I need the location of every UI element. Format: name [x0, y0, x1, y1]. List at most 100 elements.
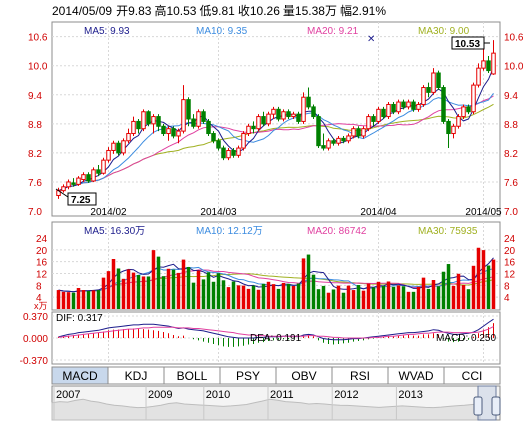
macd-tick-label: -0.370 — [20, 356, 49, 367]
candle-body — [71, 182, 76, 185]
navigator-year-label: 2010 — [206, 389, 230, 401]
volume-bar — [361, 290, 366, 309]
volume-tick-label: 24 — [504, 234, 516, 245]
tab-cci[interactable]: CCI — [443, 366, 501, 385]
macd-lines — [58, 318, 494, 341]
candle-body — [111, 142, 116, 151]
price-tick-label-left: 10.0 — [28, 62, 48, 73]
volume-bar — [281, 282, 286, 309]
navigator-year-label: 2007 — [56, 389, 80, 401]
macd-legend-macd: MACD: 0.250 — [436, 333, 496, 344]
volume-bar — [266, 281, 271, 309]
vol-legend-ma5: MA5: 16.30万 — [84, 226, 145, 237]
volume-bar — [261, 283, 266, 309]
volume-bar — [321, 285, 326, 309]
candle-body — [406, 101, 411, 108]
navigator-area — [51, 398, 481, 421]
volume-bar — [151, 250, 156, 309]
macd-legend-dea: DEA: 0.191 — [250, 333, 302, 344]
volume-bar — [451, 285, 456, 309]
header-low: 9.81 — [212, 4, 236, 18]
candle-body — [66, 181, 71, 188]
range-navigator[interactable]: 2007 2009 2010 2011 2012 2013 — [51, 385, 501, 421]
candle-body — [416, 103, 421, 110]
volume-bar — [326, 292, 331, 309]
legend-ma20: MA20: 9.21 — [307, 26, 359, 37]
candle-body — [396, 101, 401, 113]
volume-bar — [191, 282, 196, 309]
volume-ma20-line — [58, 269, 494, 293]
tab-wvad[interactable]: WVAD — [387, 366, 445, 385]
legend-ma30: MA30: 9.00 — [418, 26, 470, 37]
candle-body — [261, 116, 266, 125]
vol-legend-ma20: MA20: 86742 — [307, 226, 367, 237]
volume-bar — [66, 292, 71, 309]
volume-bar — [356, 285, 361, 309]
volume-bar — [71, 292, 76, 309]
candle-body — [306, 96, 311, 108]
candle-body — [181, 99, 186, 132]
tab-rsi[interactable]: RSI — [331, 366, 389, 385]
volume-bar — [196, 270, 201, 309]
volume-bar — [76, 287, 81, 309]
volume-bar — [426, 288, 431, 309]
tab-background[interactable] — [443, 366, 501, 385]
candle-body — [471, 84, 476, 113]
volume-legend: MA5: 16.30万 MA10: 12.12万 MA20: 86742 MA3… — [84, 226, 478, 237]
navigator-left-handle-icon — [473, 396, 483, 416]
tab-obv[interactable]: OBV — [275, 366, 333, 385]
volume-bar — [421, 277, 426, 309]
candle-body — [381, 108, 386, 118]
tab-boll[interactable]: BOLL — [163, 366, 221, 385]
navigator-year-label: 2012 — [334, 389, 358, 401]
volume-tick-label: 4 — [504, 293, 510, 304]
low-annotation: 7.25 — [55, 188, 97, 206]
tab-kdj[interactable]: KDJ — [107, 366, 165, 385]
volume-bar — [286, 283, 291, 309]
volume-bar — [106, 271, 111, 309]
price-tick-label: 10.0 — [504, 62, 524, 73]
tab-label: CCI — [462, 369, 483, 383]
price-tick-label: 8.8 — [504, 120, 518, 131]
price-candles — [56, 40, 496, 199]
candle-body — [476, 67, 481, 86]
indicator-tabs: MACD KDJ BOLL PSY OBV RSI WVAD CCI — [51, 366, 501, 385]
candle-body — [331, 140, 336, 144]
volume-bar — [291, 285, 296, 309]
tab-macd[interactable]: MACD — [51, 366, 109, 385]
volume-tick-label: 12 — [504, 270, 516, 281]
candle-body — [401, 101, 406, 108]
header-high-label: 高 — [154, 3, 166, 18]
high-annotation-label: 10.53 — [455, 39, 480, 50]
volume-bar — [146, 276, 151, 309]
volume-bar — [466, 289, 471, 309]
candle-body — [156, 116, 161, 127]
candle-body — [456, 116, 461, 127]
volume-bar — [116, 268, 121, 309]
tab-label: PSY — [236, 369, 260, 383]
volume-unit: x万 — [34, 301, 48, 311]
candle-body — [491, 52, 496, 75]
candle-body — [296, 113, 301, 122]
candle-body — [356, 128, 361, 137]
candle-body — [346, 135, 351, 142]
price-x-tick-label: 2014/05 — [465, 207, 502, 218]
candle-body — [121, 140, 126, 154]
macd-axis: 0.370 0.000 -0.370 — [20, 312, 49, 367]
tab-label: BOLL — [177, 369, 208, 383]
volume-bars — [56, 247, 496, 309]
candle-body — [216, 140, 221, 149]
candle-body — [411, 101, 416, 110]
candle-body — [281, 111, 286, 120]
cross-marker-icon: ✕ — [367, 34, 375, 45]
header-vol: 15.38万 — [295, 4, 337, 18]
candle-body — [361, 128, 366, 137]
tab-psy[interactable]: PSY — [219, 366, 277, 385]
volume-bar — [81, 290, 86, 309]
tab-label: RSI — [350, 369, 370, 383]
candle-body — [481, 60, 486, 69]
candle-body — [151, 116, 156, 125]
candle-body — [91, 169, 96, 182]
volume-tick-label-left: 12 — [36, 270, 48, 281]
volume-bar — [136, 274, 141, 309]
